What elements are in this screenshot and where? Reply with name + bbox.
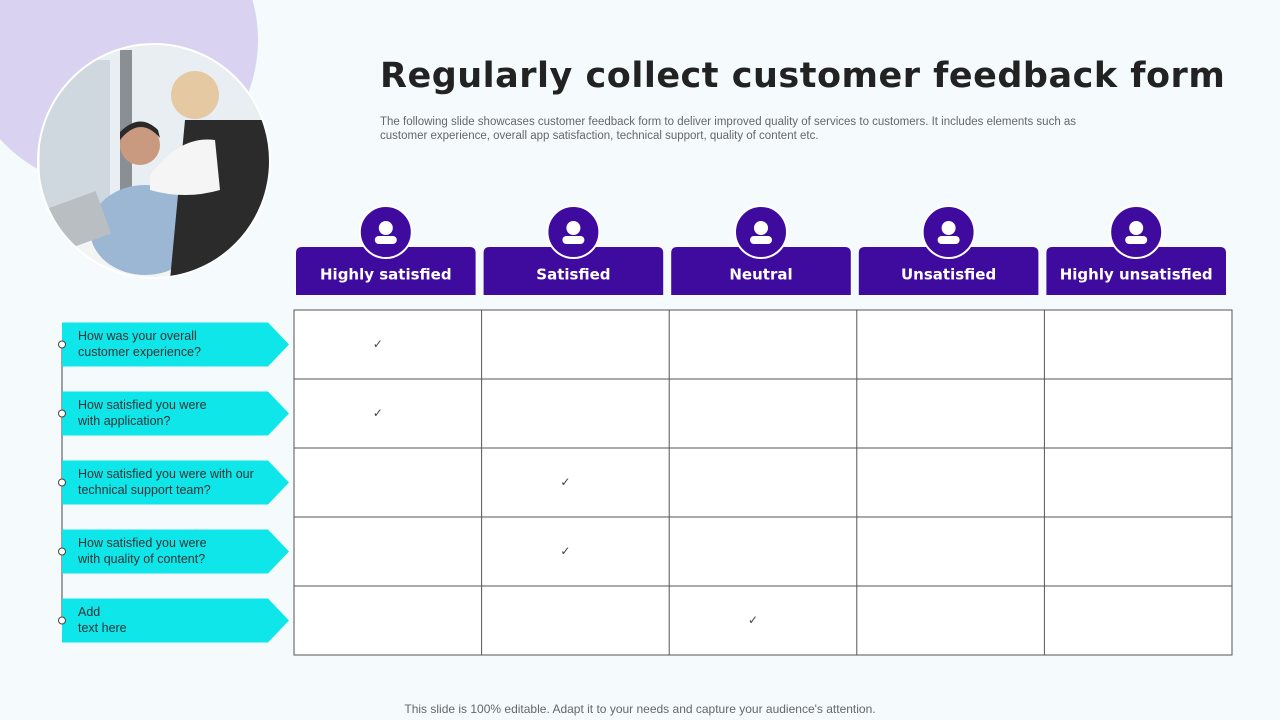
icon-part: [1125, 236, 1148, 244]
question-text: with quality of content?: [77, 552, 205, 566]
question-text: with application?: [77, 414, 170, 428]
title: Regularly collect customer feedback form: [380, 56, 1226, 96]
question-text: How was your overall: [78, 329, 197, 343]
question-text: Add: [78, 605, 100, 619]
question-text: text here: [78, 621, 127, 635]
icon-glyph: [937, 221, 960, 244]
column-header-tab: [671, 247, 851, 295]
connector-dot: [58, 409, 66, 418]
icon-part: [566, 221, 581, 235]
column-header: Unsatisfied: [901, 266, 996, 284]
question-arrow: [62, 322, 289, 367]
question-arrow: [62, 460, 289, 505]
column-header: Highly unsatisfied: [1060, 266, 1213, 284]
question-text: How satisfied you were: [78, 536, 207, 550]
icon-part: [937, 236, 960, 244]
icon-part: [1129, 221, 1144, 235]
connector-dot: [58, 340, 66, 349]
question-text: technical support team?: [78, 483, 211, 497]
column-header-tab: [858, 247, 1039, 295]
column-header-tab: [483, 247, 664, 295]
question-text: How satisfied you were: [78, 398, 207, 412]
question-arrow: [62, 391, 289, 436]
column-header: Neutral: [729, 266, 792, 284]
icon-part: [750, 236, 772, 244]
icon-part: [374, 236, 397, 244]
question-text: customer experience?: [78, 345, 201, 359]
footer: This slide is 100% editable. Adapt it to…: [404, 702, 876, 716]
column-header: Satisfied: [536, 266, 610, 284]
check-mark: ✓: [748, 613, 758, 627]
icon-part: [754, 221, 768, 235]
connector-dot: [58, 478, 66, 487]
icon-part: [941, 221, 956, 235]
connector-dot: [58, 547, 66, 556]
column-header-tab: [296, 247, 476, 295]
question-text: How satisfied you were with our: [78, 467, 254, 481]
question-arrow: [62, 529, 289, 574]
icon-part: [378, 221, 393, 235]
icon-part: [562, 236, 585, 244]
column-header: Highly satisfied: [320, 266, 452, 284]
icon-glyph: [562, 221, 585, 244]
table-border: [293, 309, 1233, 656]
icon-glyph: [1125, 221, 1148, 244]
icon-glyph: [374, 221, 397, 244]
check-mark: ✓: [373, 406, 383, 420]
question-arrow: [62, 598, 289, 643]
check-mark: ✓: [560, 544, 570, 558]
check-mark: ✓: [560, 475, 570, 489]
column-header-tab: [1046, 247, 1226, 295]
icon-glyph: [750, 221, 772, 244]
check-mark: ✓: [373, 337, 383, 351]
connector-dot: [58, 616, 66, 625]
description: The following slide showcases customer f…: [380, 116, 1077, 142]
